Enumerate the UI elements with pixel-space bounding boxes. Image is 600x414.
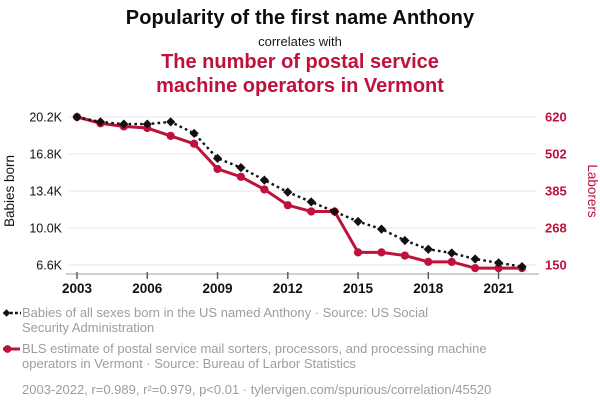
data-point-diamond-anthony-babies bbox=[259, 175, 269, 185]
data-point-diamond-anthony-babies bbox=[493, 258, 504, 268]
data-point-diamond-anthony-babies bbox=[423, 244, 433, 254]
data-point-diamond-anthony-babies bbox=[212, 153, 223, 163]
data-point-diamond-anthony-babies bbox=[306, 197, 316, 207]
left-axis-tick-label: 13.4K bbox=[29, 185, 62, 199]
data-point-diamond-anthony-babies bbox=[400, 235, 410, 246]
x-axis-tick-label: 2006 bbox=[132, 281, 163, 296]
data-point-circle-vt-postal-operators bbox=[236, 172, 246, 181]
left-axis-tick-label: 10.0K bbox=[29, 222, 62, 236]
x-axis-tick-label: 2021 bbox=[484, 281, 515, 296]
left-axis-title: Babies born bbox=[2, 155, 17, 227]
data-point-circle-vt-postal-operators bbox=[353, 248, 363, 257]
right-axis-title: Laborers bbox=[585, 164, 600, 218]
right-axis-tick-label: 268 bbox=[545, 221, 567, 236]
x-axis-tick-label: 2012 bbox=[273, 281, 303, 296]
solid-circle-legend-icon bbox=[3, 345, 20, 353]
data-point-diamond-anthony-babies bbox=[142, 119, 152, 129]
legend-label-line-1: BLS estimate of postal service mail sort… bbox=[22, 341, 487, 356]
data-point-diamond-anthony-babies bbox=[447, 248, 457, 258]
right-axis-tick-label: 620 bbox=[545, 110, 567, 125]
data-point-diamond-anthony-babies bbox=[189, 128, 199, 138]
data-point-diamond-anthony-babies bbox=[95, 117, 106, 127]
data-point-diamond-anthony-babies bbox=[470, 254, 480, 264]
legend-entry-postal-operators: BLS estimate of postal service mail sort… bbox=[2, 341, 487, 371]
secondary-title: The number of postal service machine ope… bbox=[0, 50, 600, 98]
data-point-circle-vt-postal-operators bbox=[424, 257, 433, 266]
data-point-circle-vt-postal-operators bbox=[190, 139, 199, 148]
data-point-circle-vt-postal-operators bbox=[283, 201, 292, 210]
secondary-title-line-2: machine operators in Vermont bbox=[156, 75, 444, 97]
data-point-circle-vt-postal-operators bbox=[213, 164, 222, 174]
data-point-diamond-anthony-babies bbox=[236, 163, 246, 173]
data-point-diamond-anthony-babies bbox=[166, 117, 176, 127]
left-axis-tick-label: 16.8K bbox=[29, 148, 62, 162]
data-point-circle-vt-postal-operators bbox=[447, 257, 456, 266]
x-axis-tick-label: 2009 bbox=[203, 281, 233, 296]
data-point-circle-vt-postal-operators bbox=[494, 264, 503, 273]
legend-label-line-2: Security Administration bbox=[22, 320, 155, 335]
data-point-diamond-anthony-babies bbox=[353, 216, 363, 227]
data-point-diamond-anthony-babies bbox=[283, 187, 293, 197]
legend-label-line-2: operators in Vermont · Source: Bureau of… bbox=[22, 356, 356, 371]
data-point-circle-vt-postal-operators bbox=[260, 185, 269, 194]
right-axis-tick-label: 150 bbox=[545, 258, 567, 273]
right-axis-tick-label: 385 bbox=[545, 184, 567, 199]
data-point-circle-vt-postal-operators bbox=[377, 248, 386, 257]
legend-entry-anthony: Babies of all sexes born in the US named… bbox=[2, 305, 428, 335]
x-axis-tick-label: 2018 bbox=[413, 281, 444, 296]
data-point-circle-vt-postal-operators bbox=[307, 207, 316, 216]
page-title: Popularity of the first name Anthony bbox=[125, 7, 475, 29]
correlates-with-label: correlates with bbox=[258, 34, 342, 49]
right-axis-tick-label: 502 bbox=[545, 147, 567, 162]
series-line-anthony-babies bbox=[76, 115, 523, 268]
legend-label: Babies of all sexes born in the US named… bbox=[22, 305, 428, 335]
stats-and-source-url: 2003-2022, r=0.989, r²=0.979, p<0.01 · t… bbox=[22, 382, 492, 397]
data-point-diamond-anthony-babies bbox=[119, 119, 129, 129]
x-axis-tick-label: 2015 bbox=[343, 281, 374, 296]
secondary-title-line-1: The number of postal service bbox=[161, 51, 439, 73]
left-axis-tick-label: 20.2K bbox=[29, 111, 62, 125]
legend-label-line-1: Babies of all sexes born in the US named… bbox=[22, 305, 429, 320]
series-line-vt-postal-operators bbox=[76, 115, 522, 270]
left-axis-tick-label: 6.6K bbox=[36, 259, 62, 273]
data-point-diamond-anthony-babies bbox=[72, 112, 82, 122]
data-point-circle-vt-postal-operators bbox=[471, 264, 480, 273]
data-point-circle-vt-postal-operators bbox=[400, 251, 409, 260]
dashed-diamond-legend-icon bbox=[2, 309, 21, 317]
data-point-circle-vt-postal-operators bbox=[166, 131, 175, 140]
data-point-diamond-anthony-babies bbox=[376, 224, 387, 234]
legend-label: BLS estimate of postal service mail sort… bbox=[22, 341, 487, 371]
x-axis-tick-label: 2003 bbox=[62, 281, 93, 296]
data-point-diamond-anthony-babies bbox=[330, 207, 340, 217]
correlation-line-chart: 20.2K 620 16.8K 502 13.4K 385 10.0K 268 6.6K 150 2… bbox=[2, 110, 600, 297]
